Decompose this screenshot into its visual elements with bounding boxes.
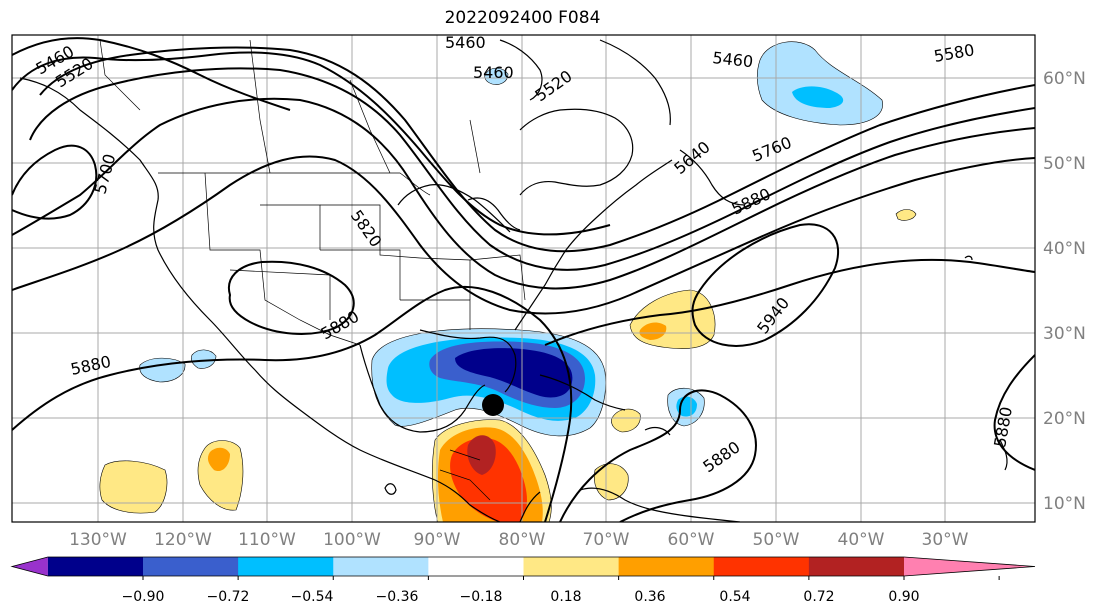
contour-label: 5880 [69, 352, 113, 379]
contour-label: 5760 [749, 133, 794, 166]
contour-label: 5580 [932, 40, 975, 66]
colorbar-segment [143, 557, 239, 576]
contour-label: 5700 [91, 152, 120, 196]
pos-anomaly-small-1 [611, 408, 641, 433]
colorbar [10, 556, 1036, 580]
lat-label: 30°N [1043, 324, 1086, 344]
colorbar-segment [47, 557, 144, 576]
colorbar-tick-label: 0.54 [719, 589, 750, 605]
colorbar-tick-label: −0.72 [207, 589, 250, 605]
colorbar-labels: −0.90 −0.72 −0.54 −0.36 −0.18 0.18 0.36 … [122, 589, 920, 605]
colorbar-segment [808, 557, 905, 576]
pos-anomaly-atl-core [639, 322, 667, 340]
pos-anomaly-small-3-core [207, 447, 230, 472]
colorbar-tick-label: −0.36 [376, 589, 419, 605]
longitude-labels: 130°W 120°W 110°W 100°W 90°W 80°W 70°W 6… [69, 530, 969, 550]
colorbar-tick-label: −0.18 [460, 589, 503, 605]
contour-label: 5460 [473, 63, 514, 82]
lat-label: 50°N [1043, 154, 1086, 174]
pos-anomaly-atl [629, 289, 716, 349]
colorbar-tick-label: −0.90 [122, 589, 165, 605]
lat-label: 40°N [1043, 239, 1086, 259]
shading-layer [99, 41, 917, 522]
colorbar-outline [10, 556, 1036, 577]
lon-label: 120°W [154, 530, 212, 550]
map-title: 2022092400 F084 [444, 8, 601, 28]
colorbar-tick-label: 0.36 [634, 589, 665, 605]
colorbar-segment [713, 557, 810, 576]
pos-anomaly-small-2 [895, 209, 917, 221]
contour-label: 5520 [531, 66, 575, 105]
height-contours [12, 37, 1035, 522]
neg-anomaly-north-small [484, 67, 509, 85]
contour-label: 5460 [445, 33, 486, 52]
lon-label: 30°W [922, 530, 969, 550]
colorbar-tick-label: 0.90 [888, 589, 919, 605]
colorbar-segment [238, 557, 334, 576]
lat-label: 20°N [1043, 409, 1086, 429]
colorbar-tick-label: 0.72 [803, 589, 834, 605]
colorbar-segment [428, 557, 524, 576]
colorbar-segment [618, 557, 715, 576]
pos-anomaly-core [467, 435, 496, 475]
contour-label: 5940 [753, 294, 793, 338]
lat-label: 60°N [1043, 69, 1086, 89]
colorbar-segment [523, 557, 620, 576]
neg-anomaly-core [455, 348, 573, 398]
lon-label: 100°W [323, 530, 381, 550]
contour-label: 5880 [990, 405, 1016, 448]
colorbar-extend-high [904, 557, 1035, 576]
lon-label: 110°W [238, 530, 296, 550]
lon-label: 90°W [414, 530, 461, 550]
graticule [12, 35, 1035, 522]
lon-label: 50°W [753, 530, 800, 550]
colorbar-segment [333, 557, 429, 576]
storm-center-marker [482, 394, 504, 416]
lon-label: 60°W [668, 530, 715, 550]
lon-label: 80°W [499, 530, 546, 550]
lon-label: 130°W [69, 530, 127, 550]
latitude-labels: 60°N 50°N 40°N 30°N 20°N 10°N [1043, 69, 1086, 514]
lon-label: 40°W [838, 530, 885, 550]
lat-label: 10°N [1043, 494, 1086, 514]
neg-anomaly-north [756, 41, 883, 126]
colorbar-tick-label: −0.54 [291, 589, 334, 605]
colorbar-tick-label: 0.18 [550, 589, 581, 605]
colorbar-extend-low [12, 557, 48, 576]
neg-anomaly-north-core [792, 86, 844, 108]
map-frame [11, 34, 1036, 523]
coastlines [19, 39, 1008, 522]
contour-label: 5460 [712, 48, 754, 71]
contour-label: 5880 [729, 184, 774, 218]
contour-label: 5640 [670, 137, 713, 178]
pos-anomaly-small-4 [99, 460, 168, 514]
contour-label: 5880 [699, 437, 743, 476]
lon-label: 70°W [583, 530, 630, 550]
